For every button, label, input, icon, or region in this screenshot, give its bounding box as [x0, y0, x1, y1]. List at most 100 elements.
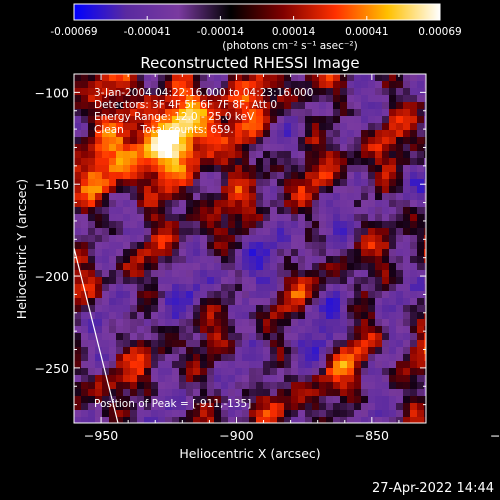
heatmap-cell	[368, 193, 376, 201]
heatmap-cell	[284, 277, 292, 285]
heatmap-cell	[144, 137, 152, 145]
heatmap-cell	[235, 270, 243, 278]
heatmap-cell	[270, 270, 278, 278]
heatmap-cell	[165, 172, 173, 180]
heatmap-cell	[361, 410, 369, 418]
heatmap-cell	[403, 158, 411, 166]
heatmap-cell	[256, 368, 264, 376]
heatmap-cell	[172, 200, 180, 208]
heatmap-cell	[200, 207, 208, 215]
heatmap-cell	[417, 277, 425, 285]
heatmap-cell	[326, 305, 334, 313]
heatmap-cell	[144, 326, 152, 334]
heatmap-cell	[375, 186, 383, 194]
heatmap-cell	[235, 151, 243, 159]
heatmap-cell	[368, 116, 376, 124]
heatmap-cell	[312, 151, 320, 159]
datestamp: 27-Apr-2022 14:44	[372, 481, 494, 496]
heatmap-cell	[298, 305, 306, 313]
heatmap-cell	[417, 256, 425, 264]
heatmap-cell	[263, 200, 271, 208]
heatmap-cell	[361, 242, 369, 250]
heatmap-cell	[305, 298, 313, 306]
heatmap-cell	[256, 361, 264, 369]
heatmap-cell	[193, 228, 201, 236]
heatmap-cell	[116, 221, 124, 229]
heatmap-cell	[263, 116, 271, 124]
heatmap-cell	[375, 340, 383, 348]
heatmap-cell	[228, 179, 236, 187]
heatmap-cell	[137, 242, 145, 250]
heatmap-cell	[137, 256, 145, 264]
heatmap-cell	[305, 95, 313, 103]
heatmap-cell	[410, 354, 418, 362]
heatmap-cell	[361, 256, 369, 264]
heatmap-cell	[172, 228, 180, 236]
heatmap-cell	[186, 186, 194, 194]
heatmap-cell	[221, 410, 229, 418]
heatmap-cell	[263, 389, 271, 397]
heatmap-cell	[207, 242, 215, 250]
heatmap-cell	[116, 347, 124, 355]
heatmap-cell	[88, 158, 96, 166]
heatmap-cell	[340, 382, 348, 390]
heatmap-cell	[368, 326, 376, 334]
heatmap-cell	[74, 228, 82, 236]
heatmap-cell	[333, 354, 341, 362]
heatmap-cell	[312, 298, 320, 306]
heatmap-cell	[81, 102, 89, 110]
heatmap-cell	[368, 123, 376, 131]
heatmap-cell	[326, 74, 334, 82]
heatmap-cell	[361, 214, 369, 222]
heatmap-cell	[123, 249, 131, 257]
heatmap-cell	[116, 396, 124, 404]
heatmap-cell	[424, 158, 426, 166]
heatmap-cell	[151, 249, 159, 257]
heatmap-cell	[333, 158, 341, 166]
heatmap-cell	[95, 109, 103, 117]
heatmap-cell	[284, 228, 292, 236]
heatmap-cell	[312, 88, 320, 96]
heatmap-cell	[312, 417, 320, 423]
heatmap-cell	[88, 389, 96, 397]
heatmap-cell	[270, 165, 278, 173]
heatmap-cell	[298, 396, 306, 404]
heatmap-cell	[144, 382, 152, 390]
heatmap-cell	[270, 319, 278, 327]
heatmap-cell	[354, 347, 362, 355]
heatmap-cell	[137, 235, 145, 243]
heatmap-cell	[200, 179, 208, 187]
heatmap-cell	[396, 354, 404, 362]
heatmap-cell	[291, 403, 299, 411]
heatmap-cell	[354, 305, 362, 313]
heatmap-cell	[95, 333, 103, 341]
heatmap-cell	[235, 235, 243, 243]
heatmap-cell	[403, 403, 411, 411]
heatmap-cell	[256, 298, 264, 306]
heatmap-cell	[298, 256, 306, 264]
heatmap-cell	[354, 354, 362, 362]
heatmap-cell	[375, 144, 383, 152]
heatmap-cell	[165, 305, 173, 313]
heatmap-cell	[354, 417, 362, 423]
heatmap-cell	[81, 214, 89, 222]
heatmap-cell	[214, 228, 222, 236]
heatmap-cell	[326, 186, 334, 194]
heatmap-cell	[249, 361, 257, 369]
heatmap-cell	[144, 144, 152, 152]
heatmap-cell	[249, 277, 257, 285]
heatmap-cell	[95, 74, 103, 82]
heatmap-cell	[186, 151, 194, 159]
heatmap-cell	[221, 102, 229, 110]
heatmap-cell	[200, 326, 208, 334]
heatmap-cell	[74, 151, 82, 159]
heatmap-cell	[165, 256, 173, 264]
heatmap-cell	[95, 151, 103, 159]
heatmap-cell	[193, 354, 201, 362]
heatmap-cell	[333, 221, 341, 229]
heatmap-cell	[417, 347, 425, 355]
heatmap-cell	[263, 123, 271, 131]
heatmap-cell	[81, 221, 89, 229]
heatmap-cell	[298, 326, 306, 334]
heatmap-cell	[74, 389, 82, 397]
